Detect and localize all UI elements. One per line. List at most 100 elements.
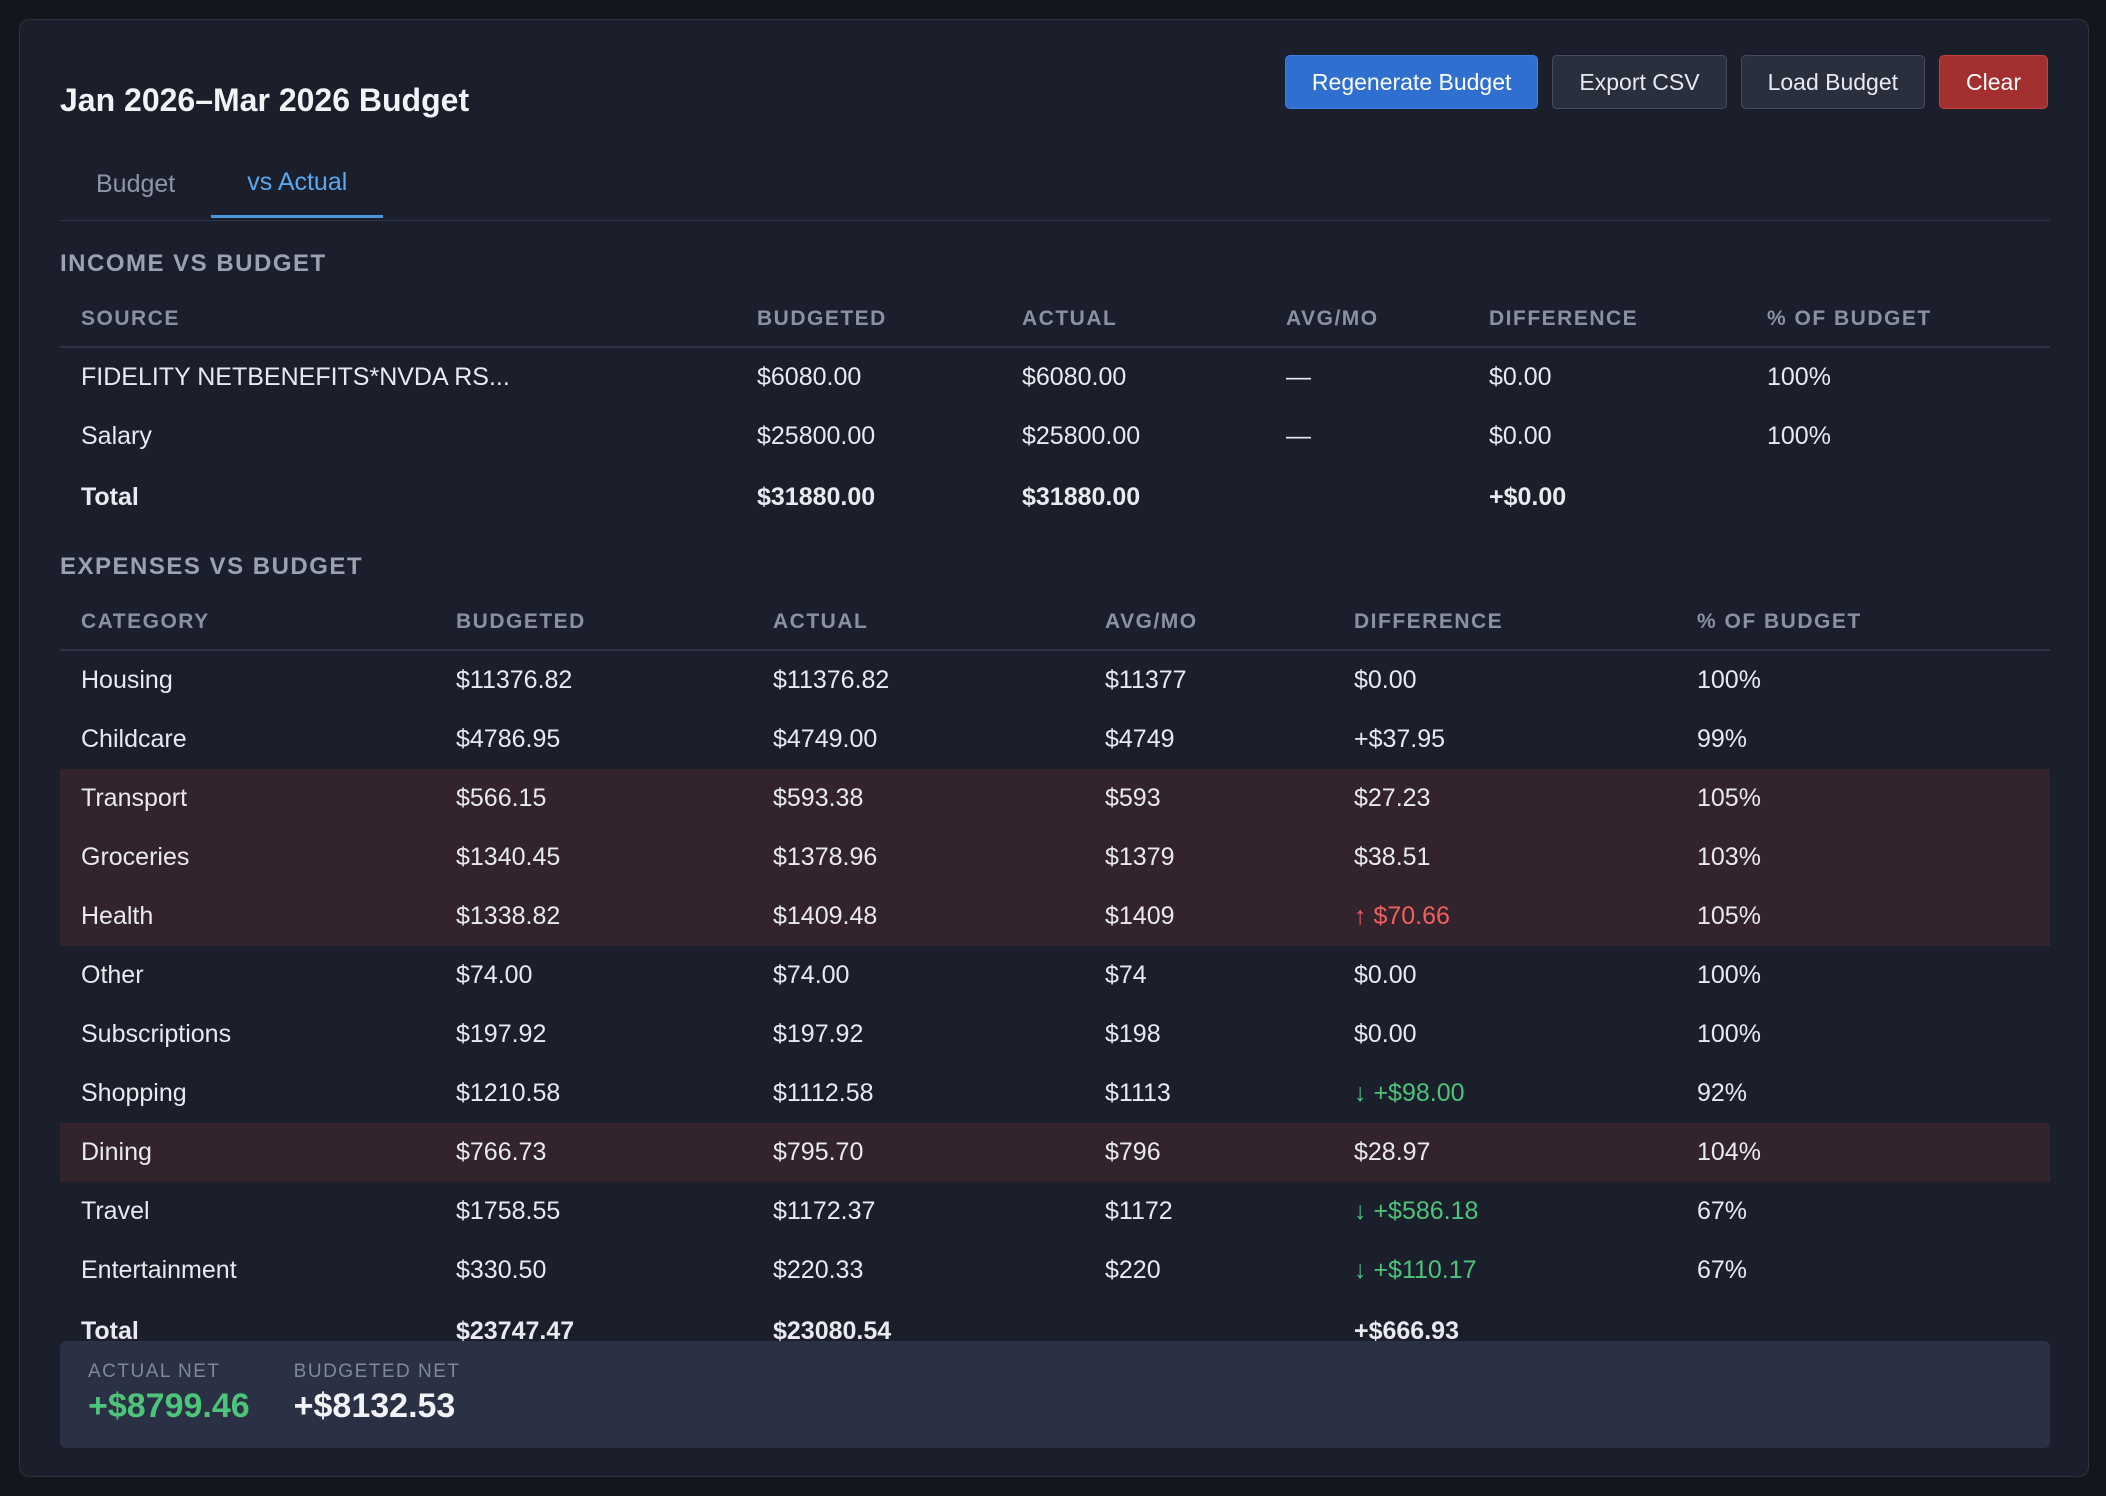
cell: $11376.82: [773, 666, 890, 694]
header-row: CATEGORY BUDGETED ACTUAL AVG/MO DIFFERENCE% …: [60, 595, 2050, 651]
cell: $1210.58: [456, 1079, 561, 1107]
total-cell: $23747.47: [456, 1316, 575, 1345]
cell: $1113: [1105, 1079, 1171, 1107]
cell: $1379: [1105, 843, 1175, 871]
cell: 99%: [1697, 725, 1748, 753]
cell: Childcare: [81, 725, 187, 753]
cell: $197.92: [773, 1020, 864, 1048]
cell: $1172: [1105, 1197, 1173, 1225]
cell: $11376.82: [456, 666, 573, 694]
tabs: Budget vs Actual: [60, 150, 2050, 221]
column-header: ACTUAL: [1001, 292, 1265, 348]
cell: $796: [1105, 1138, 1161, 1166]
column-header: AVG/MO: [1084, 595, 1333, 651]
cell: Shopping: [81, 1079, 187, 1107]
cell: 67%: [1697, 1197, 1748, 1225]
cell: $0.00: [1354, 666, 1417, 694]
cell: $25800.00: [757, 422, 876, 450]
toolbar: Regenerate Budget Export CSV Load Budget Cl…: [1284, 55, 2048, 109]
cell: Health: [81, 902, 154, 930]
summary-label: ACTUAL NET: [88, 1361, 221, 1382]
cell: $4749.00: [773, 725, 878, 753]
cell: $74: [1105, 961, 1147, 989]
cell: Housing: [81, 666, 173, 694]
expenses-section: EXPENSES VS BUDGET CATEGORY BUDGETED ACTUAL…: [60, 547, 2050, 1362]
row: FIDELITY NETBENEFITS*NVDA RS... $6080.00 $…: [60, 347, 2050, 407]
button[interactable]: Export CSV: [1552, 55, 1727, 109]
cell: $1172.37: [773, 1197, 876, 1225]
cell: $0.00: [1489, 422, 1552, 450]
summary-item: BUDGETED NET +$8132.53: [294, 1341, 461, 1448]
row: Entertainment $330.50 $220.33 $220 ↓ +$110.1…: [60, 1241, 2050, 1300]
cell: $28.97: [1354, 1138, 1431, 1166]
cell: $1340.45: [456, 843, 561, 871]
cell: 67%: [1697, 1256, 1748, 1284]
cell: $1112.58: [773, 1079, 874, 1107]
row: Subscriptions $197.92 $197.92 $198 $0.00 100%: [60, 1005, 2050, 1064]
cell: Groceries: [81, 843, 190, 871]
tab[interactable]: Budget: [96, 169, 176, 198]
cell: —: [1286, 363, 1311, 391]
cell: 100%: [1767, 363, 1831, 391]
cell: ↓ +$98.00: [1354, 1079, 1465, 1107]
summary: ACTUAL NET +$8799.46 BUDGETED NET +$8132.53: [60, 1341, 2050, 1448]
cell: —: [1286, 422, 1311, 450]
cell: Other: [81, 961, 144, 989]
column-header: BUDGETED: [435, 595, 752, 651]
cell: Transport: [81, 784, 188, 812]
row: Childcare $4786.95 $4749.00 $4749 +$37.95 99%: [60, 710, 2050, 769]
tab[interactable]: vs Actual: [211, 150, 384, 218]
cell: $766.73: [456, 1138, 547, 1166]
cell: $198: [1105, 1020, 1161, 1048]
cell: $1409.48: [773, 902, 878, 930]
cell: $38.51: [1354, 843, 1431, 871]
cell: $593: [1105, 784, 1161, 812]
cell: $795.70: [773, 1138, 864, 1166]
total-cell: [1265, 466, 1468, 528]
cell: $0.00: [1489, 363, 1552, 391]
cell: $1378.96: [773, 843, 878, 871]
cell: ↑ $70.66: [1354, 902, 1450, 930]
row: Other $74.00 $74.00 $74 $0.00 100%: [60, 946, 2050, 1005]
cell: 105%: [1697, 902, 1761, 930]
cell: Travel: [81, 1197, 150, 1225]
total-cell: Total: [81, 1316, 139, 1345]
cell: 100%: [1697, 666, 1761, 694]
cell: $330.50: [456, 1256, 547, 1284]
summary-label: BUDGETED NET: [293, 1361, 461, 1382]
cell: Entertainment: [81, 1256, 237, 1284]
cell: $74.00: [773, 961, 850, 989]
cell: $1758.55: [456, 1197, 561, 1225]
column-header: DIFFERENCE: [1468, 292, 1746, 348]
column-header: % OF BUDGET: [1746, 292, 2050, 348]
button[interactable]: Regenerate Budget: [1284, 55, 1539, 109]
cell: $27.23: [1354, 784, 1431, 812]
cell: $220: [1105, 1256, 1161, 1284]
table: CATEGORY BUDGETED ACTUAL AVG/MO DIFFERENCE% …: [60, 595, 2050, 1362]
row: Travel $1758.55 $1172.37 $1172 ↓ +$586.18 67%: [60, 1182, 2050, 1241]
budget-panel: Jan 2026–Mar 2026 Budget Regenerate Budg…: [19, 19, 2089, 1477]
row: Shopping $1210.58 $1112.58 $1113 ↓ +$98.00 92…: [60, 1064, 2050, 1123]
total-cell: +$0.00: [1489, 482, 1567, 511]
cell: $25800.00: [1022, 422, 1141, 450]
row: Dining $766.73 $795.70 $796 $28.97 104%: [60, 1123, 2050, 1182]
cell: 100%: [1767, 422, 1831, 450]
button[interactable]: Clear: [1939, 55, 2048, 109]
cell: Salary: [81, 422, 152, 450]
cell: ↓ +$586.18: [1354, 1197, 1479, 1225]
total-cell: $31880.00: [1022, 482, 1141, 511]
column-header: SOURCE: [60, 292, 736, 348]
row: Salary $25800.00 $25800.00 — $0.00 100%: [60, 407, 2050, 466]
income-section: INCOME VS BUDGET SOURCE BUDGETED ACTUAL AVG/…: [60, 244, 2050, 528]
column-header: CATEGORY: [60, 595, 435, 651]
button[interactable]: Load Budget: [1740, 55, 1926, 109]
summary-value: +$8799.46: [88, 1387, 250, 1425]
total-row: Total $23747.47 $23080.54 +$666.93: [60, 1300, 2050, 1362]
row: Groceries $1340.45 $1378.96 $1379 $38.51 103%: [60, 828, 2050, 887]
cell: 105%: [1697, 784, 1761, 812]
cell: $1338.82: [456, 902, 561, 930]
table: SOURCE BUDGETED ACTUAL AVG/MO DIFFERENCE% OF…: [60, 292, 2050, 528]
cell: 104%: [1697, 1138, 1761, 1166]
cell: 103%: [1697, 843, 1761, 871]
